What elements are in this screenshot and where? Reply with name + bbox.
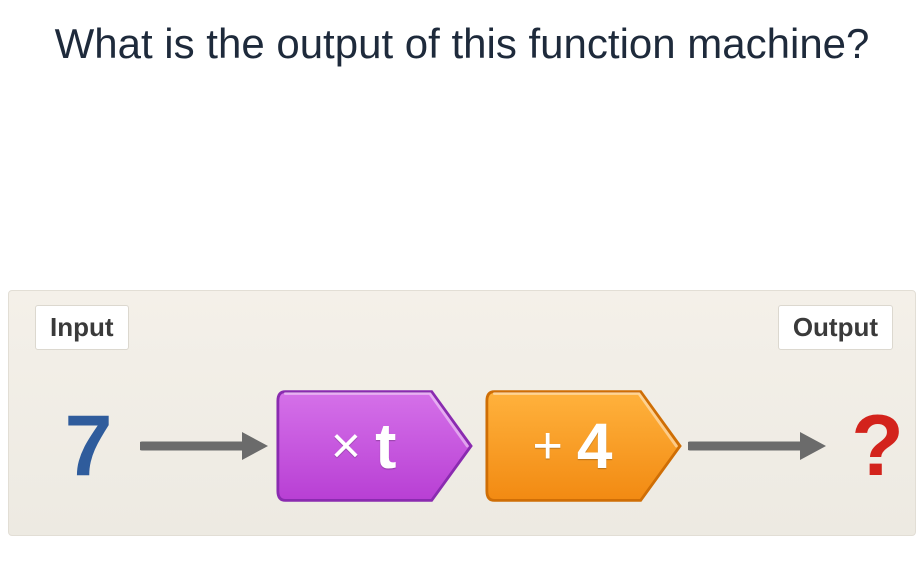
op-operand: t <box>375 409 396 483</box>
output-label-tag: Output <box>778 305 893 350</box>
operation-multiply: ×t <box>276 386 473 506</box>
op-operand: 4 <box>577 409 613 483</box>
operation-add: +4 <box>485 386 682 506</box>
arrow-icon <box>688 426 828 466</box>
arrow-icon <box>140 426 270 466</box>
machine-row: 7 ×t +4 <box>9 381 915 511</box>
function-machine-stage: Input Output 7 ×t <box>8 290 916 536</box>
input-value: 7 <box>37 397 140 496</box>
op-symbol: + <box>533 416 563 476</box>
output-value: ? <box>840 397 915 496</box>
op-symbol: × <box>331 416 361 476</box>
question-text: What is the output of this function mach… <box>0 0 924 71</box>
input-label-tag: Input <box>35 305 129 350</box>
